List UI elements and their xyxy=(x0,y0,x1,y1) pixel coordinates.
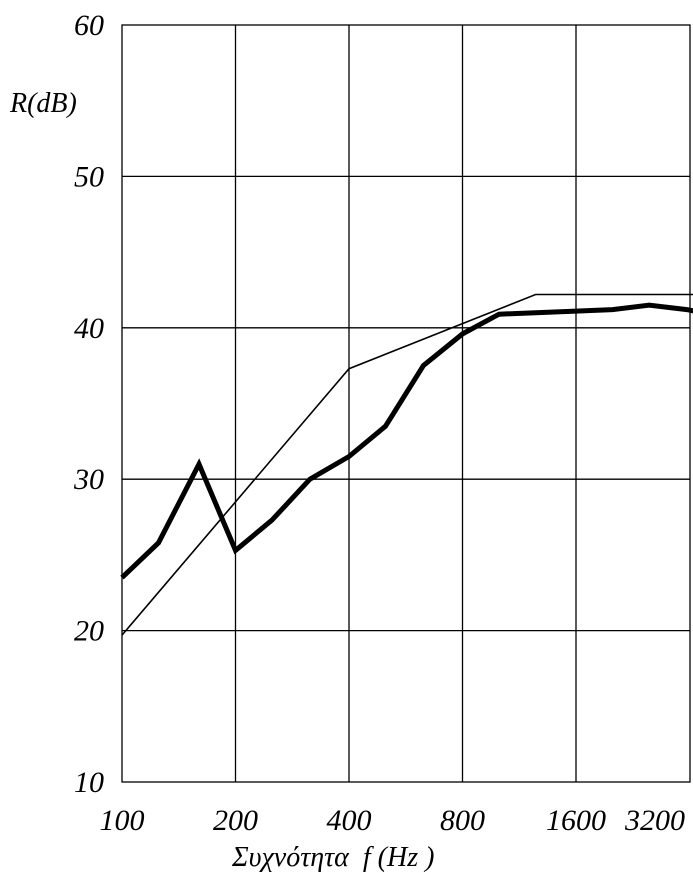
series-line-2 xyxy=(121,293,693,636)
y-tick-label: 10 xyxy=(74,766,104,799)
series-group xyxy=(120,293,693,636)
plot-frame xyxy=(121,24,691,783)
x-tick-label: 1600 xyxy=(546,804,606,837)
y-tick-labels: 10 20 30 40 50 60 xyxy=(73,9,104,799)
y-axis-label: R(dB) xyxy=(9,88,77,119)
y-tick-label: 20 xyxy=(74,615,104,648)
grid xyxy=(121,24,691,783)
y-tick-label: 50 xyxy=(74,160,104,193)
x-tick-label: 200 xyxy=(213,804,258,837)
x-axis-label: Συχνότητα f (Hz ) xyxy=(231,842,434,873)
y-tick-label: 30 xyxy=(73,463,104,496)
y-tick-label: 60 xyxy=(74,9,104,42)
x-tick-label: 400 xyxy=(327,804,372,837)
x-tick-labels: 100 200 400 800 1600 3200 xyxy=(100,804,686,837)
x-tick-label: 3200 xyxy=(624,804,685,837)
x-tick-label: 800 xyxy=(440,804,485,837)
y-tick-label: 40 xyxy=(74,312,104,345)
series-line-1 xyxy=(120,302,693,580)
x-tick-label: 100 xyxy=(100,804,145,837)
